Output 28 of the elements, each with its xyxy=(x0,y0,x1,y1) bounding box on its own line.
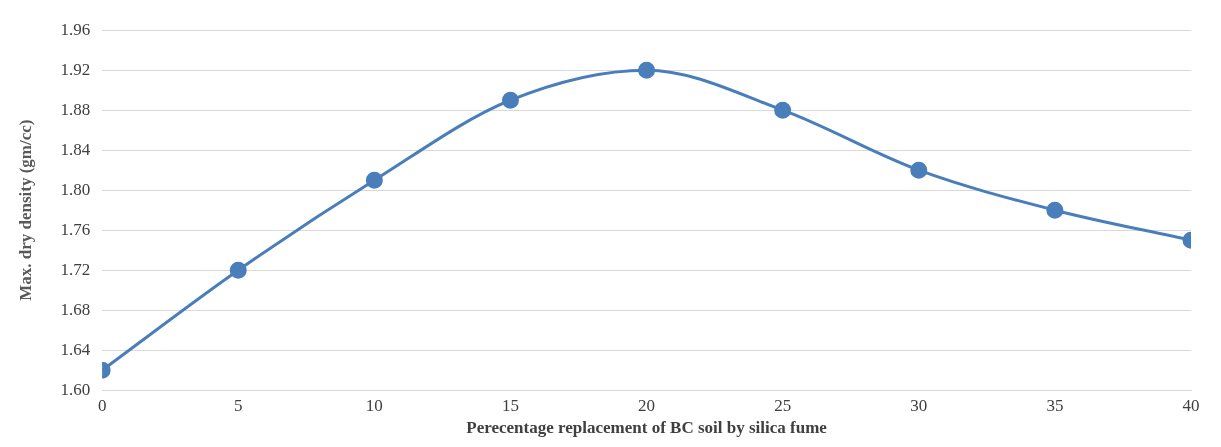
point xyxy=(501,91,519,109)
x-axis-title: Perecentage replacement of BC soil by silica fume xyxy=(466,418,828,438)
x-tick-label: 25 xyxy=(774,395,792,415)
y-tick-label: 1.72 xyxy=(60,259,91,279)
point xyxy=(229,261,247,279)
x-tick-label: 20 xyxy=(638,395,656,415)
point xyxy=(638,61,656,79)
y-axis-title: Max. dry density (gm/cc) xyxy=(15,119,35,301)
y-tick-label: 1.88 xyxy=(60,99,91,119)
point xyxy=(910,161,928,179)
y-tick-label: 1.96 xyxy=(60,19,91,39)
x-tick-label: 0 xyxy=(97,395,107,415)
y-tick-label: 1.76 xyxy=(60,219,91,239)
y-tick-label: 1.60 xyxy=(60,379,91,399)
x-tick-label: 5 xyxy=(234,395,243,415)
x-tick-label: 40 xyxy=(1182,395,1200,415)
y-tick-label: 1.84 xyxy=(60,139,91,159)
point xyxy=(774,101,792,119)
x-tick-label: 10 xyxy=(365,395,383,415)
x-tick-label: 35 xyxy=(1046,395,1064,415)
point xyxy=(365,171,383,189)
y-tick-label: 1.64 xyxy=(60,339,91,359)
point xyxy=(1046,201,1064,219)
x-tick-label: 30 xyxy=(910,395,928,415)
x-tick-label: 15 xyxy=(501,395,519,415)
y-tick-label: 1.92 xyxy=(60,59,91,79)
y-tick-label: 1.68 xyxy=(60,299,91,319)
y-tick-label: 1.80 xyxy=(60,179,91,199)
